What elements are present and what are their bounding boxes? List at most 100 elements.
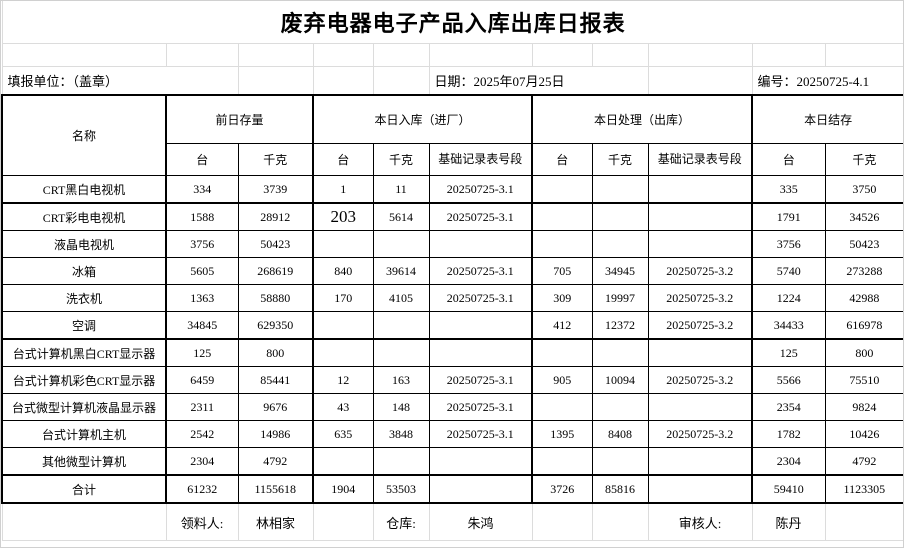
- grid-cell: [312, 66, 374, 96]
- cell-value: 5614: [372, 202, 430, 231]
- cell-value: 3848: [372, 420, 430, 448]
- cell-value: 50423: [237, 230, 314, 258]
- cell-value: [531, 338, 593, 367]
- cell-value: 4792: [237, 447, 314, 476]
- grid-cell: [372, 43, 430, 67]
- cell-value: 2311: [165, 393, 239, 421]
- cell-value: 5566: [751, 366, 826, 394]
- grid-cell: [372, 66, 430, 96]
- cell-value: 34845: [165, 311, 239, 340]
- cell-value: 1904: [312, 474, 374, 504]
- total-row: 合计 61232 1155618 1904 53503 3726 85816 59410 112…: [1, 474, 903, 504]
- cell-value: 19997: [591, 284, 649, 312]
- cell-value: [428, 230, 533, 258]
- cell-value: 20250725-3.2: [647, 366, 753, 394]
- grid-cell: [165, 43, 239, 67]
- cell-value: 58880: [237, 284, 314, 312]
- cell-value: 20250725-3.1: [428, 257, 533, 285]
- cell-value: 20250725-3.2: [647, 284, 753, 312]
- cell-product-name: 台式计算机彩色CRT显示器: [1, 366, 167, 394]
- grid-cell: [591, 43, 649, 67]
- cell-value: [647, 230, 753, 258]
- subheader-kg: 千克: [237, 143, 314, 176]
- subheader-kg: 千克: [824, 143, 903, 176]
- cell-value: 125: [165, 338, 239, 367]
- cell-value: 1782: [751, 420, 826, 448]
- cell-value: [647, 175, 753, 204]
- table-row: CRT黑白电视机 334 3739 1 11 20250725-3.1 335 3750: [1, 175, 903, 204]
- grid-cell: [1, 502, 167, 541]
- cell-value: [312, 338, 374, 367]
- cell-product-name: 液晶电视机: [1, 230, 167, 258]
- cell-value: 85441: [237, 366, 314, 394]
- cell-total-label: 合计: [1, 474, 167, 504]
- warehouse-label: 仓库:: [372, 502, 430, 541]
- cell-value: 616978: [824, 311, 903, 340]
- report-date: 日期：2025年07月25日: [428, 66, 649, 96]
- cell-value: 50423: [824, 230, 903, 258]
- cell-value: 1395: [531, 420, 593, 448]
- cell-value: [591, 175, 649, 204]
- cell-value: 5740: [751, 257, 826, 285]
- cell-value: 309: [531, 284, 593, 312]
- cell-value: 3726: [531, 474, 593, 504]
- grid-cell: [824, 43, 903, 67]
- header-sub-row: 台 千克 台 千克 基础记录表号段 台 千克 基础记录表号段 台 千克: [2, 143, 903, 176]
- cell-value: [647, 393, 753, 421]
- table-row: 台式计算机主机 2542 14986 635 3848 20250725-3.1 1395 8…: [1, 420, 903, 448]
- cell-value: [531, 447, 593, 476]
- spacer-row: [1, 43, 903, 67]
- cell-value: 635: [312, 420, 374, 448]
- cell-value: [647, 447, 753, 476]
- bottom-padding-row: [2, 541, 903, 547]
- page-title: 废弃电器电子产品入库出库日报表: [1, 1, 903, 44]
- cell-value: 148: [372, 393, 430, 421]
- cell-value: [531, 202, 593, 231]
- cell-value: 6459: [165, 366, 239, 394]
- table-row: 液晶电视机 3756 50423 3756 50423: [1, 230, 903, 258]
- table-row: 其他微型计算机 2304 4792 2304 4792: [1, 447, 903, 476]
- cell-value: 75510: [824, 366, 903, 394]
- subheader-kg: 千克: [591, 143, 649, 176]
- cell-value: 10094: [591, 366, 649, 394]
- cell-value: 1791: [751, 202, 826, 231]
- cell-value: 2304: [751, 447, 826, 476]
- cell-value: 3739: [237, 175, 314, 204]
- grid-cell: [1, 43, 167, 67]
- cell-value: 42988: [824, 284, 903, 312]
- header-prev-stock: 前日存量: [165, 94, 314, 144]
- subheader-units: 台: [165, 143, 239, 176]
- cell-value: 268619: [237, 257, 314, 285]
- subheader-kg: 千克: [372, 143, 430, 176]
- cell-product-name: 台式计算机黑白CRT显示器: [1, 338, 167, 367]
- cell-value: 20250725-3.1: [428, 202, 533, 231]
- grid-cell: [2, 541, 903, 547]
- table-row: 台式计算机彩色CRT显示器 6459 85441 12 163 20250725-3.1 9…: [1, 366, 903, 394]
- cell-value: 39614: [372, 257, 430, 285]
- cell-value: 59410: [751, 474, 826, 504]
- cell-value: 4792: [824, 447, 903, 476]
- cell-value: [647, 474, 753, 504]
- grid-cell: [647, 43, 753, 67]
- cell-value: 85816: [591, 474, 649, 504]
- table-row: 台式微型计算机液晶显示器 2311 9676 43 148 20250725-3.1 235…: [1, 393, 903, 421]
- cell-value: 905: [531, 366, 593, 394]
- cell-value: 1363: [165, 284, 239, 312]
- cell-product-name: 其他微型计算机: [1, 447, 167, 476]
- cell-value: 203: [312, 202, 374, 231]
- cell-value: 12372: [591, 311, 649, 340]
- cell-value: [531, 175, 593, 204]
- cell-value: 12: [312, 366, 374, 394]
- cell-product-name: CRT黑白电视机: [1, 175, 167, 204]
- table-row: 台式计算机黑白CRT显示器 125 800 125 800: [1, 338, 903, 367]
- grid-cell: [237, 43, 314, 67]
- cell-product-name: 台式微型计算机液晶显示器: [1, 393, 167, 421]
- cell-product-name: CRT彩电电视机: [1, 202, 167, 231]
- cell-value: 53503: [372, 474, 430, 504]
- cell-value: [428, 447, 533, 476]
- reporting-unit-label: 填报单位：（盖章）: [1, 66, 239, 96]
- signature-row: 领料人: 林相家 仓库: 朱鸿 审核人: 陈丹: [1, 502, 903, 541]
- cell-value: 1224: [751, 284, 826, 312]
- subheader-units: 台: [531, 143, 593, 176]
